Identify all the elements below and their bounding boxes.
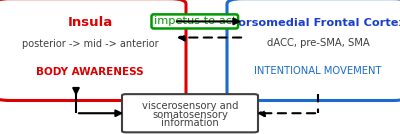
Text: impetus to act: impetus to act: [154, 16, 236, 26]
Text: posterior -> mid -> anterior: posterior -> mid -> anterior: [22, 39, 158, 49]
Text: BODY AWARENESS: BODY AWARENESS: [36, 67, 144, 77]
Text: somatosensory: somatosensory: [152, 110, 228, 120]
Text: viscerosensory and: viscerosensory and: [142, 101, 238, 111]
Text: dorsomedial Frontal Cortex: dorsomedial Frontal Cortex: [230, 18, 400, 28]
Text: dACC, pre-SMA, SMA: dACC, pre-SMA, SMA: [267, 38, 369, 48]
Text: Insula: Insula: [67, 16, 113, 29]
FancyBboxPatch shape: [122, 94, 258, 132]
Text: information: information: [161, 118, 219, 128]
FancyBboxPatch shape: [0, 0, 186, 100]
FancyBboxPatch shape: [227, 0, 400, 100]
Text: INTENTIONAL MOVEMENT: INTENTIONAL MOVEMENT: [254, 66, 382, 76]
